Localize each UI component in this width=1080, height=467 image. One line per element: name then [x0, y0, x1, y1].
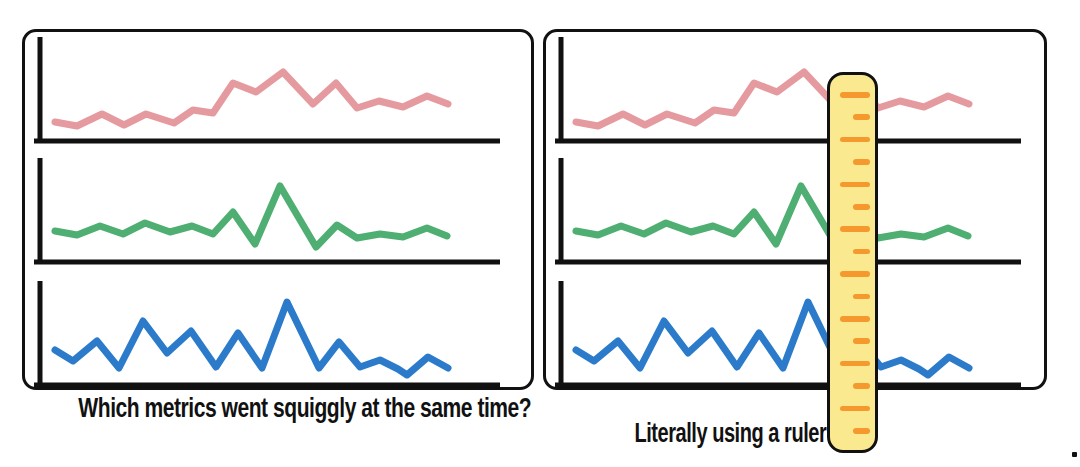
ruler [827, 72, 878, 453]
ruler-tick [840, 361, 870, 367]
sparkline-chart-blue [553, 277, 1023, 392]
ruler-tick [840, 271, 870, 277]
ruler-tick [840, 137, 870, 143]
ruler-tick [853, 294, 870, 300]
pink-metric-line [576, 72, 969, 126]
axis-lines [34, 37, 500, 141]
right-caption: Literally using a ruler [634, 418, 826, 449]
axis-lines [555, 281, 1021, 385]
ruler-tick [840, 182, 870, 188]
ruler-tick [853, 383, 870, 389]
green-metric-line [55, 186, 447, 247]
left-caption: Which metrics went squiggly at the same … [78, 393, 477, 424]
sparkline-chart-green [553, 154, 1023, 269]
sparkline-chart-green [32, 154, 502, 269]
ruler-tick [853, 428, 870, 434]
panel-small-multiples [22, 29, 534, 390]
ruler-tick [853, 338, 870, 344]
stray-dot [1072, 452, 1077, 457]
ruler-tick [853, 204, 870, 210]
green-metric-line [576, 186, 968, 247]
pink-metric-line [55, 72, 448, 126]
blue-metric-line [55, 302, 448, 375]
sparkline-chart-pink [553, 33, 1023, 148]
sparkline-chart-pink [32, 33, 502, 148]
ruler-tick [840, 316, 870, 322]
ruler-tick [840, 406, 870, 412]
ruler-tick [853, 159, 870, 165]
ruler-tick [853, 249, 870, 255]
axis-lines [34, 281, 500, 385]
ruler-tick [840, 92, 870, 98]
illustration-canvas: Which metrics went squiggly at the same … [0, 0, 1080, 467]
blue-metric-line [576, 302, 969, 375]
ruler-tick [853, 114, 870, 120]
ruler-tick [840, 226, 870, 232]
axis-lines [555, 37, 1021, 141]
sparkline-chart-blue [32, 277, 502, 392]
panel-ruler-overlay [543, 29, 1047, 390]
